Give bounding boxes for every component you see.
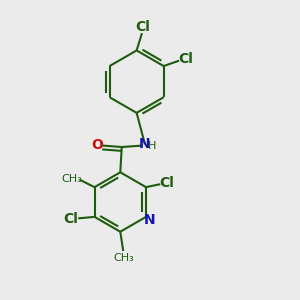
Text: Cl: Cl [136,20,151,34]
Text: Cl: Cl [159,176,174,190]
Text: CH₃: CH₃ [114,253,134,262]
Text: O: O [91,138,103,152]
Text: CH₃: CH₃ [62,173,82,184]
Text: N: N [144,213,155,227]
Text: H: H [148,141,156,151]
Text: N: N [139,137,151,152]
Text: Cl: Cl [178,52,193,66]
Text: Cl: Cl [63,212,78,226]
